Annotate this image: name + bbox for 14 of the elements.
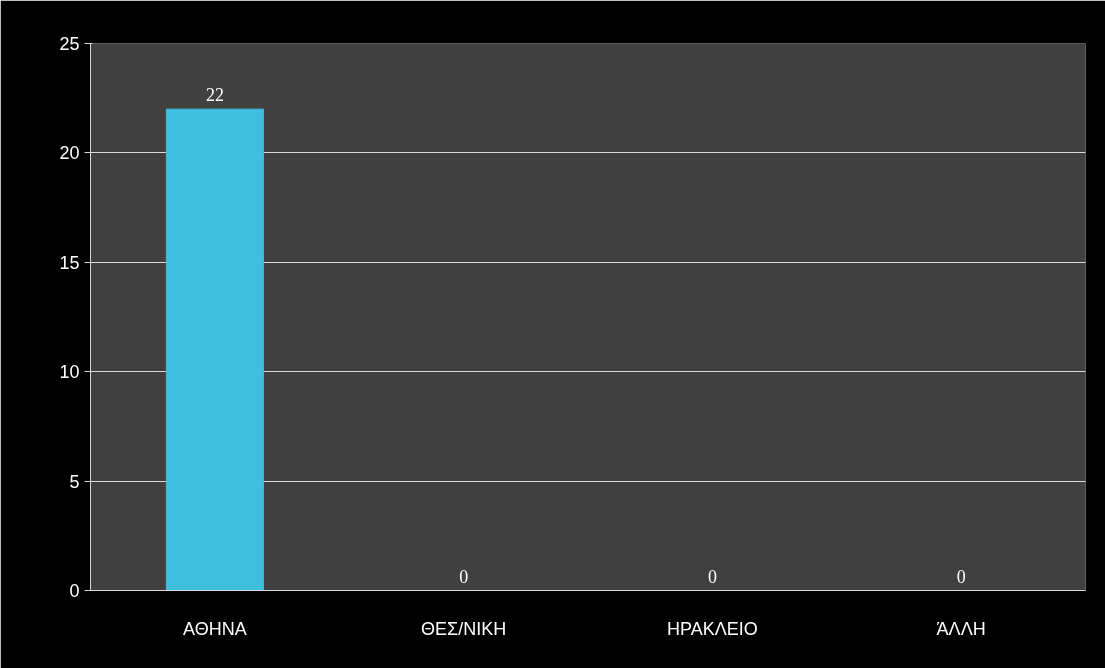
data-label: 0 <box>956 566 966 587</box>
y-tick-label: 25 <box>59 34 80 54</box>
data-label: 22 <box>205 85 224 106</box>
x-tick-label: ΆΛΛΗ <box>936 618 986 639</box>
x-tick-label: ΗΡΑΚΛΕΙΟ <box>667 618 758 639</box>
y-tick-label: 0 <box>69 581 80 601</box>
x-tick-label: ΘΕΣ/ΝΙΚΗ <box>421 618 507 639</box>
data-label: 0 <box>459 566 469 587</box>
y-tick-label: 15 <box>59 252 80 273</box>
y-tick-label: 10 <box>59 362 80 383</box>
y-tick-label: 20 <box>59 143 80 164</box>
data-label: 0 <box>707 566 717 587</box>
x-tick-label: ΑΘΗΝΑ <box>183 618 247 639</box>
y-tick-label: 5 <box>69 471 80 492</box>
